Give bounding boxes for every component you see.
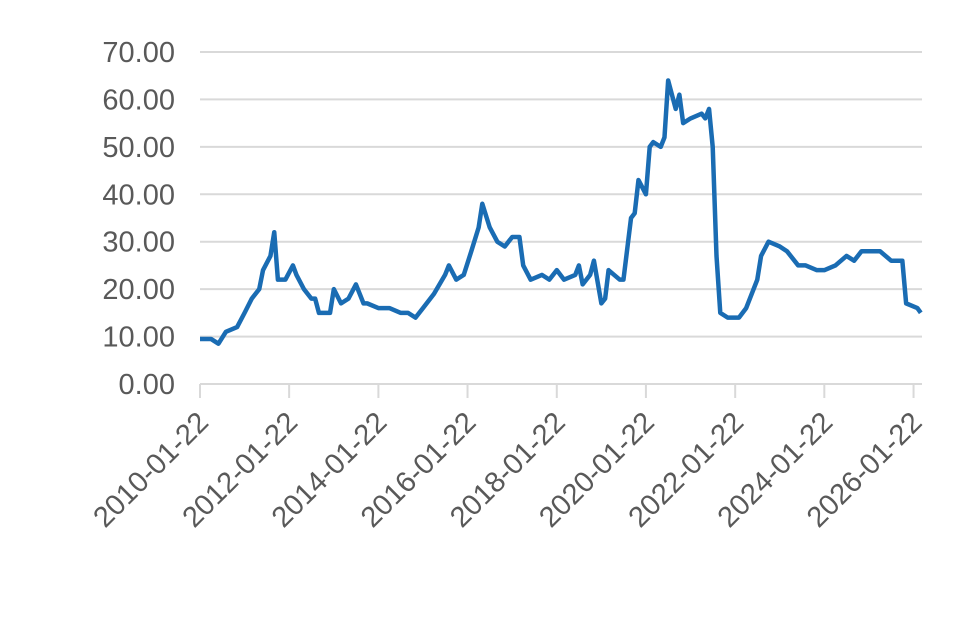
y-tick-label: 0.00 [119, 369, 175, 401]
y-tick-label: 50.00 [102, 132, 175, 164]
y-tick-label: 10.00 [102, 322, 175, 354]
data-line [200, 78, 923, 346]
y-tick-label: 60.00 [102, 84, 175, 116]
y-tick-label: 20.00 [102, 274, 175, 306]
y-tick-label: 40.00 [102, 179, 175, 211]
y-tick-label: 30.00 [102, 227, 175, 259]
y-tick-label: 70.00 [102, 37, 175, 69]
